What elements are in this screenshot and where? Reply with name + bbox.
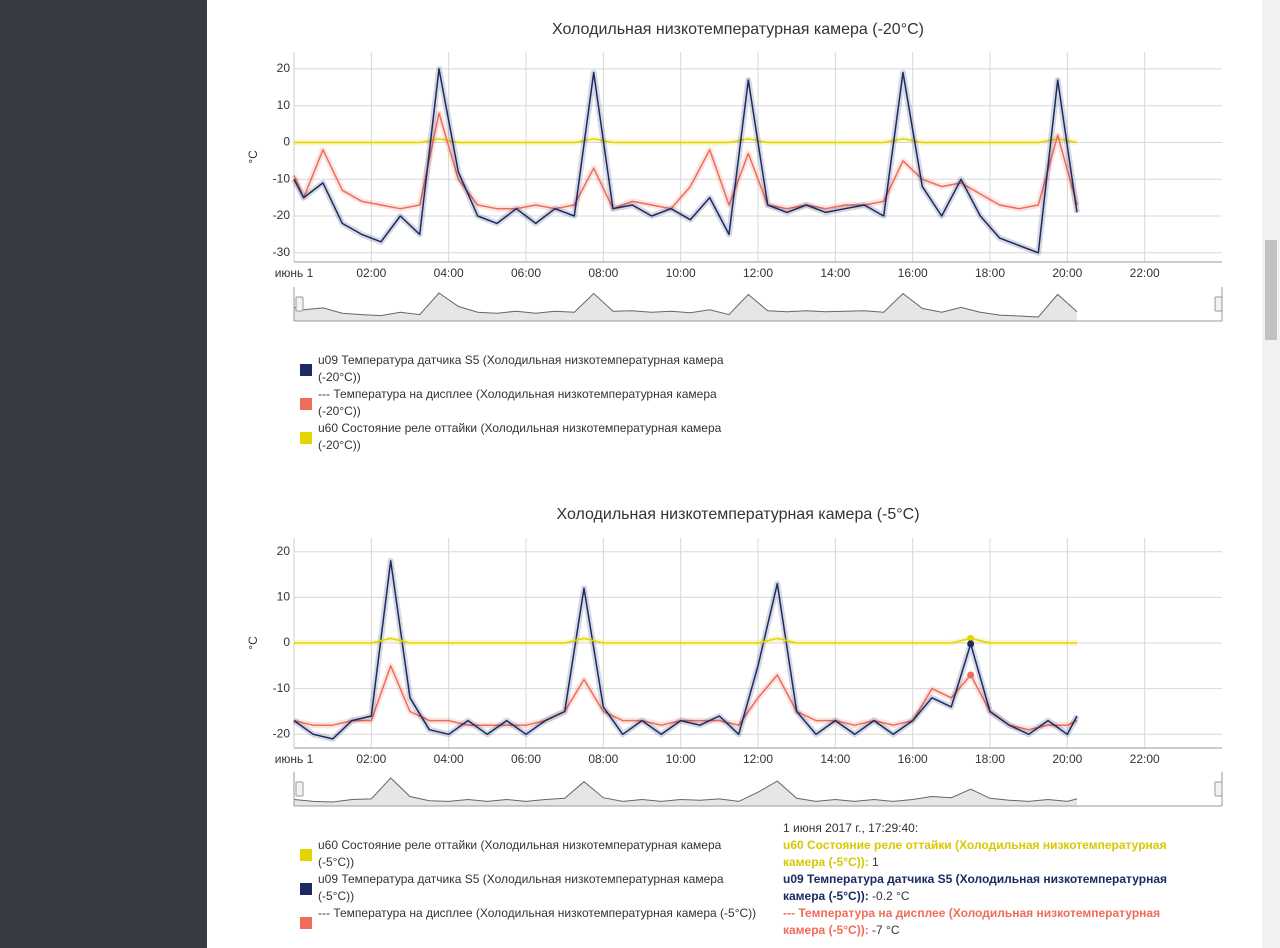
y-tick-label: 10 (277, 98, 291, 112)
tooltip-time: 1 июня 2017 г., 17:29:40: (783, 821, 919, 835)
series-band (291, 65, 1080, 256)
chart-title: Холодильная низкотемпературная камера (-… (552, 21, 924, 38)
legend: u09 Температура датчика S5 (Холодильная … (298, 352, 758, 454)
tooltip-items: u60 Состояние реле оттайки (Холодильная … (783, 837, 1203, 939)
legend-label: u09 Температура датчика S5 (Холодильная … (318, 872, 724, 903)
x-tick-label: 10:00 (666, 266, 696, 280)
navigator-fill (294, 778, 1077, 806)
legend-label: u09 Температура датчика S5 (Холодильная … (318, 353, 724, 384)
navigator-handle[interactable] (295, 296, 304, 312)
x-tick-label: 12:00 (743, 266, 773, 280)
tooltip-label: u60 Состояние реле оттайки (Холодильная … (783, 838, 1167, 869)
hover-marker (967, 640, 975, 648)
y-tick-label: -20 (273, 726, 291, 740)
y-tick-label: 0 (283, 635, 290, 649)
sidebar (0, 0, 207, 948)
legend-label: u60 Состояние реле оттайки (Холодильная … (318, 838, 722, 869)
series-line (294, 138, 1078, 144)
legend-item[interactable]: u09 Температура датчика S5 (Холодильная … (298, 352, 758, 386)
tooltip-label: --- Температура на дисплее (Холодильная … (783, 906, 1161, 937)
x-tick-label: 04:00 (434, 752, 464, 766)
x-tick-label: 02:00 (356, 266, 386, 280)
legend-label: --- Температура на дисплее (Холодильная … (318, 387, 717, 418)
y-axis-label: °C (246, 636, 260, 650)
chart-title: Холодильная низкотемпературная камера (-… (556, 506, 919, 523)
series-band (291, 110, 1080, 212)
legend-item[interactable]: u09 Температура датчика S5 (Холодильная … (298, 871, 758, 905)
legend-swatch (300, 398, 312, 410)
x-tick-label: 04:00 (434, 266, 464, 280)
legend-item[interactable]: u60 Состояние реле оттайки (Холодильная … (298, 420, 758, 454)
legend-item[interactable]: --- Температура на дисплее (Холодильная … (298, 386, 758, 420)
legend-label: --- Температура на дисплее (Холодильная … (318, 906, 757, 920)
tooltip-item: u60 Состояние реле оттайки (Холодильная … (783, 837, 1203, 871)
tooltip-item: --- Температура на дисплее (Холодильная … (783, 905, 1203, 939)
legend-swatch (300, 883, 312, 895)
x-tick-label: 18:00 (975, 266, 1005, 280)
navigator-line (293, 777, 1078, 803)
navigator-line (293, 292, 1078, 318)
series-line (293, 560, 1078, 740)
x-tick-label: 02:00 (356, 752, 386, 766)
legend: u60 Состояние реле оттайки (Холодильная … (298, 837, 758, 929)
y-tick-label: 10 (277, 590, 291, 604)
series-line (294, 637, 1077, 644)
legend-swatch (300, 917, 312, 929)
scrollbar[interactable] (1262, 0, 1280, 948)
legend-item[interactable]: --- Температура на дисплее (Холодильная … (298, 905, 758, 929)
x-tick-label: июнь 1 (275, 752, 314, 766)
y-tick-label: -10 (273, 171, 291, 185)
navigator-handle[interactable] (295, 781, 304, 797)
x-tick-label: 06:00 (511, 752, 541, 766)
legend-swatch (300, 432, 312, 444)
tooltip-label: u09 Температура датчика S5 (Холодильная … (783, 872, 1167, 903)
tooltip: 1 июня 2017 г., 17:29:40: u60 Состояние … (783, 820, 1203, 939)
y-tick-label: -10 (273, 681, 291, 695)
x-tick-label: 16:00 (898, 266, 928, 280)
series-line (293, 112, 1078, 210)
x-tick-label: 08:00 (588, 752, 618, 766)
x-tick-label: 14:00 (820, 752, 850, 766)
y-tick-label: -30 (273, 245, 291, 259)
legend-swatch (300, 849, 312, 861)
navigator-handle[interactable] (1214, 296, 1223, 312)
navigator-handle[interactable] (1214, 781, 1223, 797)
x-tick-label: 20:00 (1052, 266, 1082, 280)
y-tick-label: 20 (277, 544, 291, 558)
scrollbar-thumb[interactable] (1265, 240, 1277, 340)
legend-item[interactable]: u60 Состояние реле оттайки (Холодильная … (298, 837, 758, 871)
y-tick-label: 0 (283, 135, 290, 149)
y-tick-label: -20 (273, 208, 291, 222)
legend-label: u60 Состояние реле оттайки (Холодильная … (318, 421, 722, 452)
hover-marker (967, 671, 975, 679)
x-tick-label: 10:00 (666, 752, 696, 766)
tooltip-item: u09 Температура датчика S5 (Холодильная … (783, 871, 1203, 905)
x-tick-label: 22:00 (1130, 266, 1160, 280)
x-tick-label: 16:00 (898, 752, 928, 766)
x-tick-label: 12:00 (743, 752, 773, 766)
y-axis-label: °C (246, 150, 260, 164)
legend-swatch (300, 364, 312, 376)
x-tick-label: июнь 1 (275, 266, 314, 280)
x-tick-label: 06:00 (511, 266, 541, 280)
tooltip-value: -0.2 °C (872, 889, 910, 903)
x-tick-label: 18:00 (975, 752, 1005, 766)
x-tick-label: 08:00 (588, 266, 618, 280)
y-tick-label: 20 (277, 61, 291, 75)
x-tick-label: 20:00 (1052, 752, 1082, 766)
navigator-fill (294, 293, 1077, 321)
hover-marker (967, 634, 975, 642)
tooltip-value: 1 (872, 855, 879, 869)
x-tick-label: 14:00 (820, 266, 850, 280)
series-line (293, 68, 1078, 254)
tooltip-value: -7 °C (872, 923, 900, 937)
x-tick-label: 22:00 (1130, 752, 1160, 766)
